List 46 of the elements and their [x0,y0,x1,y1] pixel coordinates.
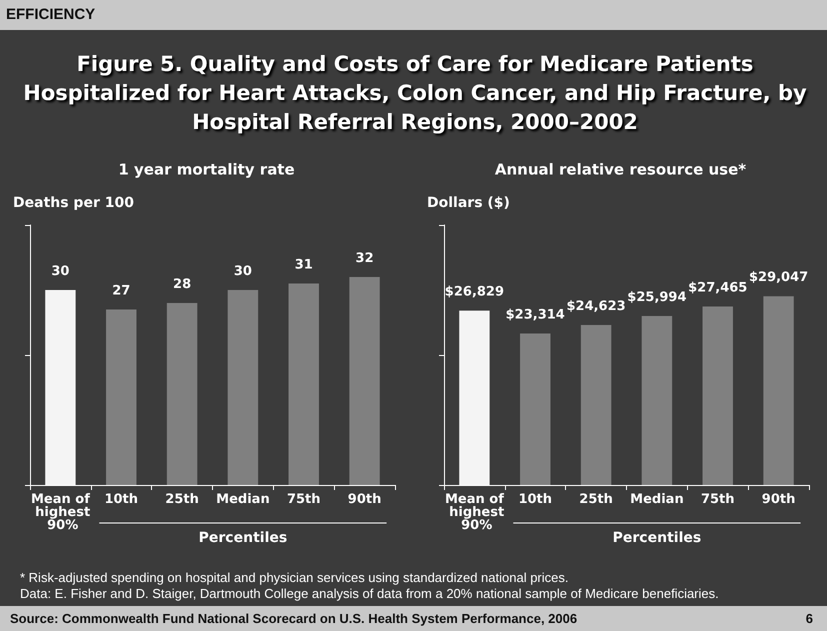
x-tick-label: 10th [518,492,552,507]
y-axis-title: Deaths per 100 [13,195,134,211]
chart-title: Annual relative resource use* [494,160,746,178]
x-tick-label: 90th [762,492,796,507]
text: EFFICIENCY [0,0,827,30]
source-note: Source: Commonwealth Fund National Scorecard on U.S. Health System Performance, 2006 [10,611,578,626]
bar [228,290,258,485]
chart-title: Figure 5. Quality and Costs of Care for Medicare Patients Hospitalized for Heart Attacks, Colon Cancer, and Hip Fracture, by Hospital Referral Regions, 2000–2002 [22,51,808,136]
bar [580,324,612,485]
x-tick-label: 75th [700,492,735,507]
data-label: 31 [294,258,313,272]
chart-subtitle: 1 year mortality rate [118,160,295,178]
bar [702,306,733,485]
x-axis-title: Percentiles [612,530,702,546]
data-label: $24,623 [566,298,626,314]
x-tick-label: 75th [286,492,321,507]
text: Data: E. Fisher and D. Staiger, Dartmouth College analysis of data from a 20% national sample of Medicare beneficiaries. [20,586,719,602]
x-tick-label: 25th [579,492,613,507]
bar [763,296,794,485]
data-label: $25,994 [627,290,687,306]
data-label: $29,047 [748,270,808,286]
text: 6 [806,610,813,628]
bar [349,277,380,485]
data-label: $27,465 [688,280,748,296]
bar [642,316,672,485]
data-label: 32 [356,251,374,266]
x-tick-label: 90th [348,492,382,507]
x-tick-label: Median [216,492,270,507]
x-tick-label: 10th [104,492,138,507]
x-axis-title: Percentiles [198,530,288,546]
x-tick-label: Median [630,492,684,507]
data-label: 27 [112,284,130,298]
bar [288,284,319,485]
data-label: $26,829 [444,284,504,300]
bar [166,303,198,485]
x-tick-label: Mean of highest 90% [30,492,90,533]
bar [520,333,550,485]
x-tick-label: 25th [165,492,199,507]
bar [106,310,136,485]
y-axis-title: Dollars ($) [427,195,510,211]
x-tick-label: Mean of highest 90% [444,492,504,533]
text: * Risk-adjusted spending on hospital and physician services using standardized national prices. [20,570,570,586]
data-label: 30 [234,264,252,279]
data-label: $23,314 [506,307,565,322]
data-label: 28 [173,277,192,292]
data-label: 30 [51,264,70,279]
